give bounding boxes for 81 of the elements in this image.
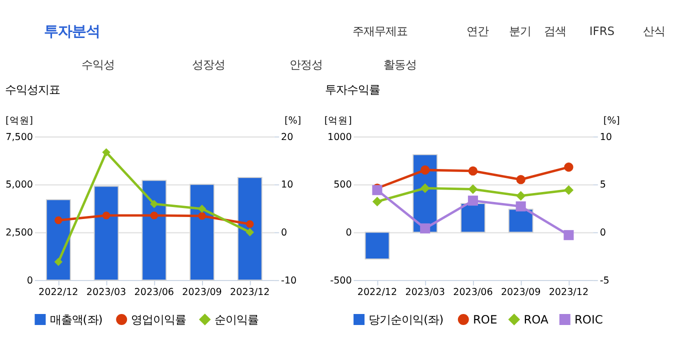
y2-tick-label: 10 [600, 132, 612, 143]
bar [190, 184, 214, 281]
point [564, 185, 574, 195]
x-tick-label: 2023/06 [134, 286, 174, 298]
point [150, 200, 158, 208]
point [198, 204, 206, 213]
legend-label: ROA [524, 312, 548, 326]
text: 투자분석 [44, 24, 100, 40]
x-tick-label: 2023/03 [405, 286, 445, 298]
x-tick-label: 2023/09 [500, 286, 541, 298]
text: 안정성 [289, 58, 322, 72]
y2-axis-title: [%] [284, 116, 302, 127]
point [102, 148, 110, 156]
point [246, 228, 254, 236]
legend-label: 영업이익률 [131, 312, 186, 326]
y2-axis-title: [%] [603, 116, 620, 127]
x-tick-label: 2023/12 [230, 286, 270, 298]
point [246, 220, 254, 228]
point [468, 196, 478, 206]
point [516, 191, 526, 201]
text: 검색 [544, 24, 566, 38]
bar [94, 186, 119, 281]
y-axis-title: [억원] [324, 116, 352, 127]
point [516, 201, 526, 212]
text: IFRS [589, 24, 615, 38]
point [150, 212, 158, 220]
text: 분기 [509, 24, 532, 38]
x-tick-label: 2023/06 [453, 286, 493, 298]
point [102, 212, 110, 220]
chart-title: 투자수익률 [324, 82, 380, 96]
point [420, 183, 430, 193]
point [420, 223, 430, 234]
point [468, 166, 478, 176]
point [54, 216, 62, 224]
legend-label: 순이익률 [214, 312, 258, 326]
y2-tick-label: 5 [600, 180, 606, 191]
bar [364, 232, 390, 260]
x-tick-label: 2022/12 [357, 286, 398, 298]
x-tick-label: 2023/09 [182, 286, 222, 298]
text: 산식 [643, 24, 666, 38]
y-tick-label: 500 [334, 180, 352, 191]
y-axis-title: [억원] [6, 116, 34, 127]
text: 성장성 [192, 58, 226, 72]
bar [46, 199, 71, 281]
y-tick-label: 2,500 [6, 228, 34, 239]
y-tick-label: 7,500 [6, 132, 34, 143]
point [516, 175, 526, 184]
y2-tick-label: -5 [600, 275, 610, 286]
x-tick-label: 2022/12 [38, 286, 78, 298]
y-tick-label: -500 [330, 275, 352, 286]
text: 연간 [466, 24, 489, 38]
text: 활동성 [384, 58, 417, 72]
y-tick-label: 0 [26, 275, 34, 286]
legend-label: ROIC [574, 312, 603, 326]
point [468, 184, 478, 194]
y-tick-label: 0 [346, 228, 352, 239]
point [564, 162, 574, 172]
x-tick-label: 2023/12 [548, 286, 589, 298]
y2-tick-label: 10 [281, 180, 294, 191]
text: 주재무제표 [352, 24, 408, 38]
point [54, 258, 62, 266]
point [420, 165, 430, 175]
y2-tick-label: 0 [281, 228, 288, 239]
y2-tick-label: 0 [600, 228, 606, 239]
point [564, 230, 574, 240]
bar [508, 208, 534, 233]
bar [142, 180, 167, 281]
chart-title: 수익성지표 [5, 82, 60, 96]
x-tick-label: 2023/03 [86, 286, 126, 298]
point [372, 196, 382, 206]
y2-tick-label: 20 [281, 132, 294, 143]
y2-tick-label: -10 [281, 275, 297, 286]
legend-label: 매출액(좌) [50, 312, 103, 326]
point [198, 212, 206, 220]
y-tick-label: 1000 [328, 132, 352, 143]
y-tick-label: 5,000 [6, 180, 34, 191]
bar [460, 203, 486, 233]
legend-label: ROE [472, 312, 498, 326]
text: 수익성 [82, 58, 115, 72]
bar [237, 176, 262, 281]
legend-label: 당기순이익(좌) [368, 312, 444, 326]
